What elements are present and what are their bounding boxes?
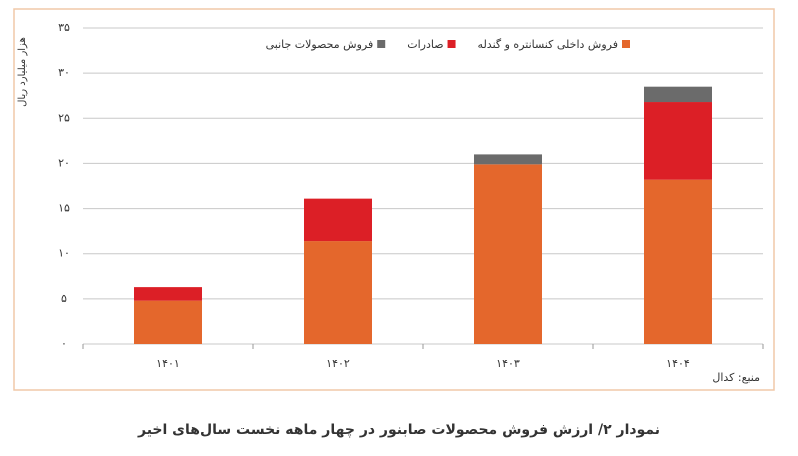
x-tick-label: ۱۴۰۲ bbox=[326, 357, 350, 370]
x-tick-label: ۱۴۰۱ bbox=[156, 357, 180, 370]
y-tick-label: ۰ bbox=[61, 337, 67, 350]
legend-label: فروش محصولات جانبی bbox=[266, 38, 374, 51]
caption: نمودار ۲/ ارزش فروش محصولات صابنور در چه… bbox=[137, 422, 660, 438]
bar-segment bbox=[644, 102, 712, 180]
bar-segment bbox=[474, 164, 542, 344]
y-tick-label: ۲۰ bbox=[58, 156, 70, 169]
y-tick-label: ۱۵ bbox=[58, 202, 70, 215]
legend-label: صادرات bbox=[407, 38, 443, 51]
bar-segment bbox=[134, 300, 202, 344]
x-tick-label: ۱۴۰۴ bbox=[666, 357, 690, 370]
legend-swatch bbox=[447, 40, 456, 48]
legend-swatch bbox=[622, 40, 630, 48]
y-tick-label: ۱۰ bbox=[58, 247, 70, 260]
y-tick-label: ۵ bbox=[61, 292, 67, 305]
y-tick-label: ۳۰ bbox=[58, 66, 70, 79]
source: منبع: کدال bbox=[712, 371, 760, 384]
bar-segment bbox=[134, 287, 202, 301]
y-axis-label: هزار میلیارد ریال bbox=[17, 37, 28, 107]
bar-segment bbox=[304, 241, 372, 344]
bar-segment bbox=[304, 198, 372, 242]
chart-frame bbox=[13, 8, 775, 391]
x-tick-label: ۱۴۰۳ bbox=[496, 357, 520, 370]
legend-swatch bbox=[377, 40, 386, 48]
bar-segment bbox=[644, 179, 712, 344]
y-tick-label: ۲۵ bbox=[58, 111, 70, 124]
bar-segment bbox=[474, 154, 542, 165]
bar-segment bbox=[644, 86, 712, 103]
y-tick-label: ۳۵ bbox=[58, 21, 70, 34]
legend-label: فروش داخلی کنسانتره و گندله bbox=[478, 38, 618, 51]
